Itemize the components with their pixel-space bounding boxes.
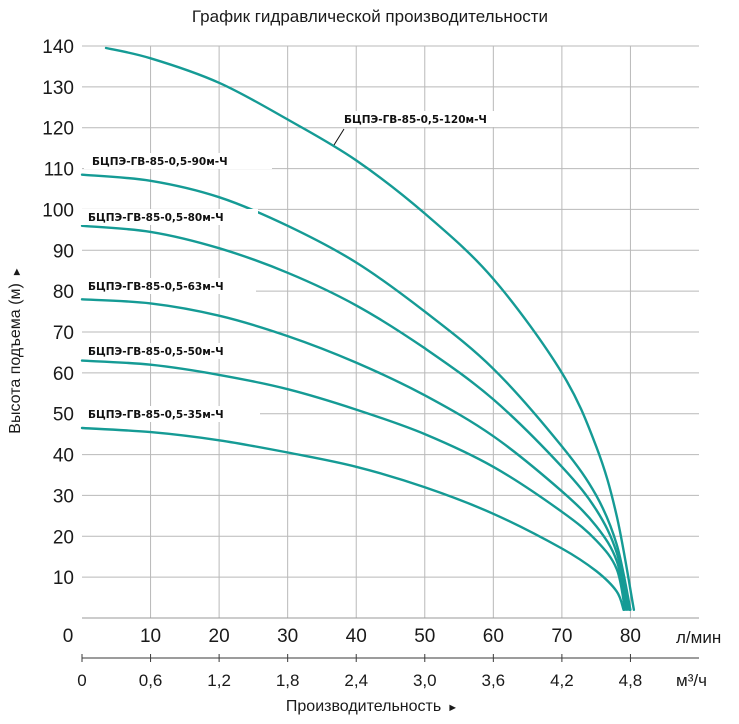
curve-6 bbox=[80, 426, 625, 611]
y-tick-label: 110 bbox=[44, 160, 74, 181]
x-tick-label-m3h: 0,6 bbox=[139, 671, 163, 690]
series-label-bg bbox=[80, 343, 256, 359]
y-tick-label: 90 bbox=[53, 241, 74, 262]
series-label: БЦПЭ-ГВ-85-0,5-50м-Ч bbox=[88, 346, 224, 358]
series-label-bg bbox=[80, 406, 260, 422]
y-tick-label: 50 bbox=[53, 405, 74, 426]
x-tick-label-m3h: 4,8 bbox=[619, 671, 643, 690]
series-label: БЦПЭ-ГВ-85-0,5-80м-Ч bbox=[88, 212, 224, 224]
x-tick-label-lpm: 10 bbox=[140, 626, 161, 647]
x-tick-label-lpm: 40 bbox=[346, 626, 367, 647]
x-tick-label-m3h: 4,2 bbox=[550, 671, 574, 690]
series-label-leader bbox=[333, 128, 345, 146]
series-label: БЦПЭ-ГВ-85-0,5-90м-Ч bbox=[92, 156, 228, 168]
y-axis-ticks: 10 20 30 40 50 60 70 80 90 100 110 120 130 140 bbox=[42, 37, 74, 589]
y-tick-label: 140 bbox=[42, 37, 74, 58]
x-tick-label-lpm: 20 bbox=[209, 626, 230, 647]
x-tick-label-m3h: 0 bbox=[77, 671, 86, 690]
x-unit-primary: л/мин bbox=[676, 628, 721, 647]
y-axis-label: Высота подъема (м)► bbox=[7, 266, 24, 433]
y-tick-label: 20 bbox=[53, 527, 74, 548]
x-tick-label-lpm: 50 bbox=[414, 626, 435, 647]
y-tick-label: 70 bbox=[53, 323, 74, 344]
curve-1 bbox=[104, 46, 636, 611]
y-tick-label: 60 bbox=[53, 364, 74, 385]
x-tick-label-lpm: 60 bbox=[483, 626, 504, 647]
series-label: БЦПЭ-ГВ-85-0,5-35м-Ч bbox=[88, 409, 224, 421]
curve-4 bbox=[80, 298, 629, 611]
curves bbox=[80, 46, 636, 611]
x-tick-label-m3h: 2,4 bbox=[344, 671, 368, 690]
series-label-bg bbox=[336, 111, 526, 127]
chart-title: График гидравлической производительности bbox=[192, 7, 548, 26]
series-labels: БЦПЭ-ГВ-85-0,5-120м-Ч БЦПЭ-ГВ-85-0,5-90м-… bbox=[80, 111, 526, 422]
x-tick-label-m3h: 3,6 bbox=[482, 671, 506, 690]
curve-2 bbox=[80, 173, 632, 611]
x-axis-label: Производительность ► bbox=[286, 698, 458, 715]
series-label-bg bbox=[80, 278, 256, 294]
series-label: БЦПЭ-ГВ-85-0,5-63м-Ч bbox=[88, 281, 224, 293]
x-tick-label-lpm: 30 bbox=[277, 626, 298, 647]
y-tick-label: 80 bbox=[53, 282, 74, 303]
x-tick-label-lpm: 70 bbox=[551, 626, 572, 647]
x-axis-primary-ticks: 0 10 20 30 40 50 60 70 80 bbox=[63, 626, 641, 647]
x-tick-label-m3h: 3,0 bbox=[413, 671, 437, 690]
y-tick-label: 120 bbox=[42, 119, 74, 140]
curve-5 bbox=[80, 359, 627, 611]
y-tick-label: 30 bbox=[53, 486, 74, 507]
y-tick-label: 100 bbox=[42, 200, 74, 221]
y-tick-label: 10 bbox=[53, 568, 74, 589]
x-tick-label-m3h: 1,2 bbox=[207, 671, 231, 690]
series-label: БЦПЭ-ГВ-85-0,5-120м-Ч bbox=[344, 114, 487, 126]
series-label-bg bbox=[84, 153, 272, 169]
x-unit-secondary: м³/ч bbox=[676, 671, 707, 690]
x-tick-label-lpm: 80 bbox=[620, 626, 641, 647]
x-tick-label-m3h: 1,8 bbox=[276, 671, 300, 690]
curve-3 bbox=[80, 224, 631, 611]
series-label-bg bbox=[80, 209, 258, 225]
x-axis-secondary-ticks: 0 0,6 1,2 1,8 2,4 3,0 3,6 4,2 4,8 bbox=[77, 671, 642, 690]
grid bbox=[81, 45, 699, 662]
x-axis-label-text: Производительность bbox=[286, 698, 441, 715]
x-tick-label-lpm: 0 bbox=[63, 626, 74, 647]
y-axis-label-text: Высота подъема (м) bbox=[7, 283, 24, 433]
y-tick-label: 40 bbox=[53, 446, 74, 467]
y-tick-label: 130 bbox=[42, 78, 74, 99]
